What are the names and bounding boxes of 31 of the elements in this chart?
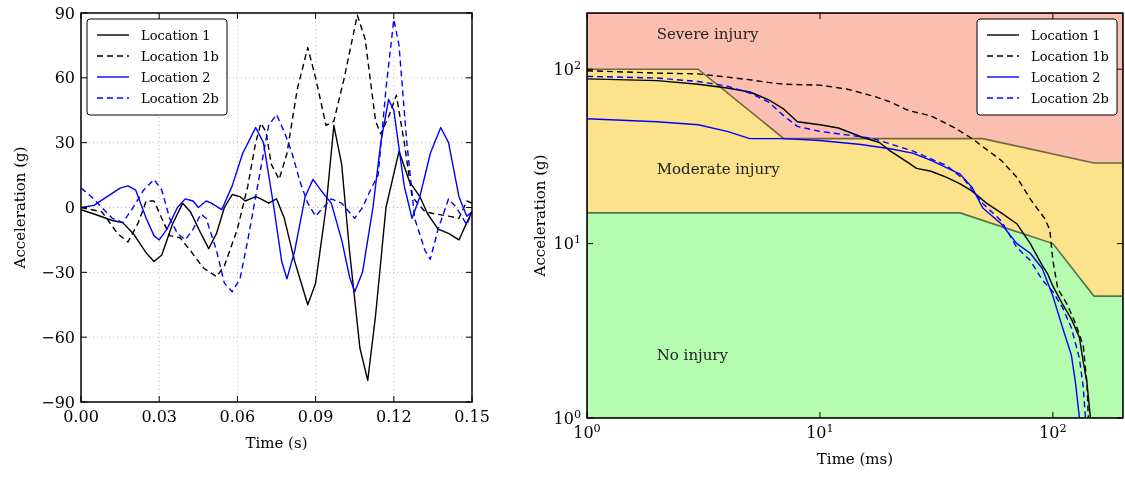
x-axis-title: Time (ms)	[816, 450, 894, 468]
legend-label: Location 2b	[1031, 90, 1109, 106]
annotation: No injury	[656, 346, 729, 365]
x-tick-label: 0.09	[297, 407, 334, 426]
legend-label: Location 2	[1031, 69, 1101, 85]
x-tick-label: 10$^{2}$	[1039, 421, 1067, 442]
y-tick-label: 60	[54, 68, 75, 88]
legend-label: Location 1b	[141, 48, 219, 64]
y-tick-label: 90	[54, 3, 75, 23]
y-tick-label: 0	[64, 198, 75, 218]
y-tick-label: 10$^{1}$	[553, 232, 581, 254]
x-tick-label: 0.12	[375, 407, 412, 426]
y-tick-label: −60	[41, 327, 75, 347]
legend-label: Location 1	[1031, 27, 1101, 43]
x-tick-label: 0.15	[454, 407, 490, 426]
y-tick-label: 30	[54, 133, 75, 153]
x-tick-label: 0.00	[63, 407, 99, 426]
legend-label: Location 2	[141, 69, 211, 85]
legend-label: Location 1b	[1031, 48, 1109, 64]
y-tick-label: 10$^{2}$	[553, 58, 581, 79]
x-axis-title: Time (s)	[245, 434, 308, 452]
x-tick-label: 0.06	[219, 407, 256, 426]
y-axis-title: Acceleration (g)	[531, 154, 549, 278]
x-tick-label: 0.03	[141, 407, 178, 426]
legend-label: Location 1	[141, 27, 211, 43]
annotation: Severe injury	[656, 25, 759, 44]
y-tick-label: −30	[41, 262, 75, 282]
x-tick-label: 10$^{1}$	[806, 421, 834, 442]
y-axis-title: Acceleration (g)	[11, 146, 29, 270]
legend-label: Location 2b	[141, 90, 219, 106]
annotation: Moderate injury	[656, 159, 781, 178]
